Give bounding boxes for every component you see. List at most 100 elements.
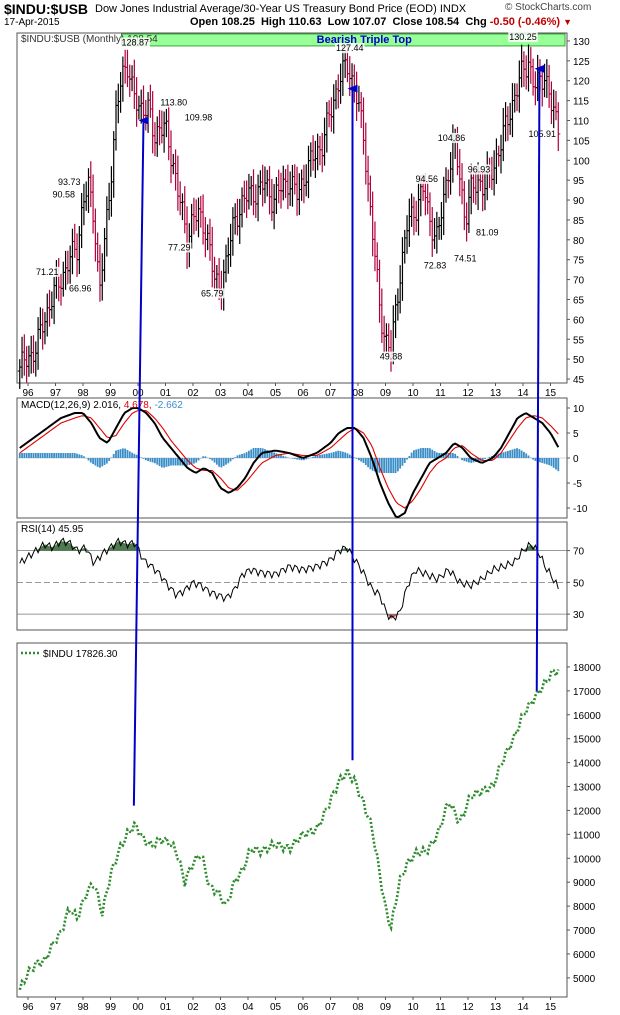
price-x-tick-label: 07 (325, 388, 337, 399)
price-annotation: 113.80 (160, 97, 187, 107)
indu-y-tick-label: 15000 (573, 735, 601, 746)
annotation-bg (466, 164, 492, 175)
indu-y-tick-label: 16000 (573, 711, 601, 722)
macd-histogram-bar (241, 453, 243, 458)
macd-histogram-bar (500, 453, 502, 458)
macd-histogram-bar (165, 458, 168, 467)
macd-y-tick-label: -10 (573, 504, 588, 515)
macd-histogram-bar (371, 458, 374, 471)
macd-histogram-bar (392, 458, 395, 473)
macd-histogram-bar (543, 458, 546, 464)
macd-histogram-bar (234, 457, 237, 458)
macd-histogram-bar (328, 453, 331, 458)
indu-x-tick-label: 11 (435, 1002, 446, 1013)
price-y-tick-label: 45 (573, 375, 585, 386)
macd-histogram-bar (330, 452, 333, 458)
indu-x-tick-label: 96 (22, 1002, 34, 1013)
price-x-tick-label: 00 (132, 388, 144, 399)
macd-histogram-bar (380, 458, 383, 473)
indu-panel-frame (16, 642, 568, 998)
macd-histogram-bar (264, 449, 266, 458)
macd-histogram-bar (172, 458, 175, 466)
ohlc-summary: Open 108.25 High 110.63 Low 107.07 Close… (190, 16, 572, 28)
macd-histogram-bar (385, 458, 388, 473)
price-annotation: 128.87 (121, 37, 149, 47)
macd-histogram-bar (215, 458, 218, 465)
annotation-bg (34, 266, 60, 277)
down-triangle-icon: ▼ (563, 17, 573, 27)
macd-histogram-bar (456, 455, 459, 458)
macd-histogram-bar (545, 458, 548, 465)
price-y-tick-label: 90 (573, 196, 585, 207)
macd-histogram-bar (282, 455, 285, 458)
macd-histogram-bar (417, 448, 420, 458)
annotation-bg (414, 173, 440, 184)
macd-histogram-bar (195, 458, 198, 463)
macd-histogram-bar (513, 448, 516, 458)
macd-histogram-bar (126, 449, 129, 458)
macd-histogram-bar (41, 453, 44, 458)
macd-histogram-bar (186, 458, 188, 466)
macd-histogram-bar (25, 453, 28, 458)
macd-histogram-bar (142, 458, 145, 459)
macd-histogram-bar (323, 454, 326, 458)
macd-histogram-bar (197, 458, 200, 461)
annotation-bg (422, 260, 448, 271)
macd-histogram-bar (300, 458, 303, 461)
macd-histogram-bar (176, 458, 179, 466)
macd-histogram-bar (433, 451, 436, 458)
chg-value: -0.50 (-0.46%) (489, 16, 561, 28)
macd-histogram-bar (64, 453, 67, 458)
rsi-y-tick-label: 50 (573, 578, 585, 589)
indu-y-tick-label: 5000 (573, 974, 596, 985)
macd-histogram-bar (376, 458, 379, 473)
macd-histogram-bar (504, 451, 507, 458)
macd-histogram-bar (53, 453, 56, 458)
open-label: Open (190, 16, 219, 28)
price-annotation: 127.44 (336, 43, 364, 53)
annotation-bg (166, 242, 192, 253)
macd-histogram-bar (490, 455, 493, 458)
macd-histogram-bar (534, 458, 537, 461)
close-label: Close (392, 16, 423, 28)
macd-histogram-bar (83, 456, 85, 458)
indu-x-tick-label: 97 (50, 1002, 62, 1013)
macd-histogram-bar (520, 450, 523, 458)
macd-legend: MACD(12,26,9) 2.016, 4.678, -2.662 (21, 400, 183, 411)
macd-histogram-bar (124, 448, 127, 458)
macd-histogram-bar (303, 458, 305, 461)
macd-histogram-bar (314, 456, 317, 458)
macd-histogram-bar (488, 456, 491, 458)
annotation-bg (183, 112, 214, 123)
macd-histogram-bar (151, 458, 154, 463)
macd-histogram-bar (131, 452, 133, 458)
price-annotation: 94.56 (415, 174, 438, 184)
macd-histogram-bar (387, 458, 390, 473)
macd-histogram-bar (390, 458, 392, 473)
macd-histogram-bar (18, 453, 21, 458)
macd-histogram-bar (305, 458, 308, 460)
macd-histogram-bar (30, 453, 33, 458)
macd-histogram-bar (362, 458, 365, 463)
macd-histogram-bar (39, 453, 42, 458)
price-annotation: 71.21 (36, 267, 59, 277)
close-value: 108.54 (425, 16, 460, 28)
macd-histogram-bar (557, 458, 560, 472)
price-y-tick-label: 125 (573, 57, 590, 68)
macd-histogram-bar (470, 458, 473, 463)
macd-histogram-bar (367, 458, 369, 468)
high-label: High (260, 16, 286, 28)
macd-histogram-bar (222, 458, 225, 467)
macd-histogram-bar (321, 454, 324, 458)
indu-y-tick-label: 11000 (573, 830, 601, 841)
open-value: 108.25 (221, 16, 255, 28)
price-x-tick-label: 08 (352, 388, 364, 399)
indu-x-tick-label: 10 (407, 1002, 419, 1013)
macd-histogram-bar (220, 458, 223, 468)
macd-histogram-bar (506, 450, 509, 458)
macd-histogram-bar (105, 458, 108, 464)
macd-y-tick-label: 5 (573, 429, 579, 440)
macd-histogram-bar (454, 453, 457, 458)
macd-histogram-bar (339, 451, 342, 458)
indu-x-tick-label: 09 (380, 1002, 392, 1013)
